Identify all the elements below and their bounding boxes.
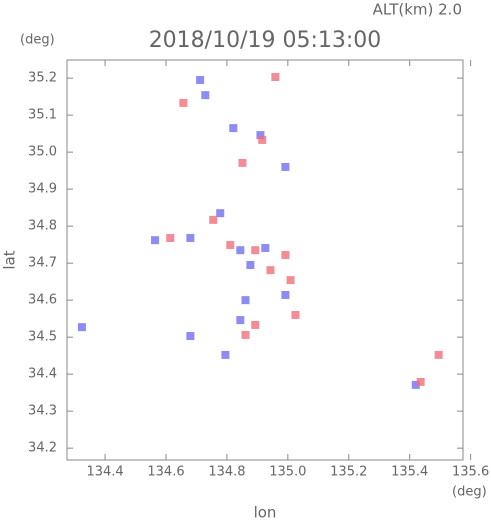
- echo-point: [246, 260, 255, 269]
- echo-point: [271, 73, 280, 82]
- echo-point: [281, 290, 290, 299]
- chart-subtitle: ALT(km) 2.0: [373, 1, 462, 19]
- x-tick-label: 135.4: [391, 465, 428, 480]
- y-axis-label: lat: [1, 250, 19, 269]
- echo-point: [201, 91, 210, 100]
- x-tick-label: 134.8: [208, 465, 245, 480]
- x-tick-label: 135.0: [269, 465, 306, 480]
- plot-frame: [66, 59, 464, 461]
- echo-point: [196, 75, 205, 84]
- echo-point: [256, 131, 265, 140]
- echo-point: [216, 209, 225, 218]
- echo-point: [229, 124, 238, 133]
- echo-point: [241, 296, 250, 305]
- y-tick-label: 34.4: [28, 367, 57, 382]
- echo-point: [236, 246, 245, 255]
- y-tick-label: 34.7: [28, 256, 57, 271]
- y-tick-label: 34.3: [28, 404, 57, 419]
- echo-point: [411, 380, 420, 389]
- echo-point: [151, 236, 160, 245]
- echo-point: [186, 332, 195, 341]
- echo-point: [291, 310, 300, 319]
- x-unit: (deg): [452, 485, 487, 500]
- echo-point: [77, 323, 86, 332]
- echo-point: [209, 215, 218, 224]
- y-tick-label: 34.5: [28, 330, 57, 345]
- y-tick-label: 34.8: [28, 219, 57, 234]
- echo-point: [266, 266, 275, 275]
- y-tick-label: 35.2: [28, 71, 57, 86]
- x-tick-label: 135.2: [330, 465, 367, 480]
- echo-point: [226, 241, 235, 250]
- echo-point: [238, 158, 247, 167]
- x-tick-label: 135.6: [452, 465, 489, 480]
- echo-point: [281, 162, 290, 171]
- echo-point: [258, 135, 267, 144]
- x-tick-label: 134.6: [147, 465, 184, 480]
- x-tick-label: 134.4: [86, 465, 123, 480]
- echo-point: [251, 246, 260, 255]
- echo-point: [261, 243, 270, 252]
- echo-point: [186, 233, 195, 242]
- y-unit: (deg): [20, 33, 55, 48]
- y-tick-label: 35.0: [28, 145, 57, 160]
- echo-point: [221, 350, 230, 359]
- y-tick-label: 34.2: [28, 441, 57, 456]
- chart-title: 2018/10/19 05:13:00: [149, 28, 382, 53]
- y-tick-label: 34.6: [28, 293, 57, 308]
- echo-point: [179, 98, 188, 107]
- echo-point: [251, 320, 260, 329]
- echo-point: [434, 350, 443, 359]
- echo-point: [166, 233, 175, 242]
- echo-point: [416, 377, 425, 386]
- echo-point: [281, 251, 290, 260]
- echo-point: [286, 276, 295, 285]
- echo-point: [236, 316, 245, 325]
- echo-point: [241, 330, 250, 339]
- y-tick-label: 34.9: [28, 182, 57, 197]
- x-axis-label: lon: [254, 504, 277, 522]
- y-tick-label: 35.1: [28, 108, 57, 123]
